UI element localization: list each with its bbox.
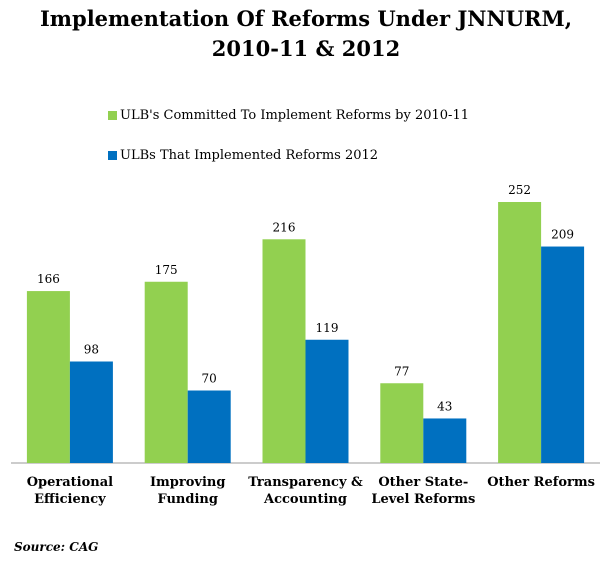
data-label-implemented-3: 43 [437, 399, 452, 413]
category-label-0-line-0: Operational [27, 475, 113, 490]
category-label-0-line-1: Efficiency [34, 492, 106, 507]
bar-implemented-0 [69, 361, 113, 463]
legend-swatch-committed [108, 111, 117, 120]
bar-committed-2 [262, 239, 306, 463]
bar-implemented-1 [187, 390, 231, 463]
bar-committed-3 [380, 383, 424, 463]
legend-label-implemented: ULBs That Implemented Reforms 2012 [120, 148, 379, 163]
category-label-3-line-1: Level Reforms [371, 492, 475, 507]
category-label-1-line-1: Funding [157, 492, 217, 507]
source-note: Source: CAG [14, 540, 99, 554]
chart-title-line-1: Implementation Of Reforms Under JNNURM, [39, 6, 573, 31]
bar-committed-1 [144, 281, 188, 463]
bar-committed-4 [498, 202, 542, 463]
legend-item-implemented: ULBs That Implemented Reforms 2012 [108, 148, 378, 163]
chart-title: Implementation Of Reforms Under JNNURM, … [0, 4, 612, 64]
category-label-4-line-0: Other Reforms [487, 475, 595, 490]
bar-committed-0 [26, 291, 70, 463]
data-label-committed-4: 252 [508, 183, 531, 197]
category-label-2-line-1: Accounting [263, 492, 347, 507]
chart-title-line-2: 2010-11 & 2012 [211, 36, 401, 61]
category-label-2-line-0: Transparency & [248, 475, 363, 490]
data-label-committed-3: 77 [394, 364, 409, 378]
data-label-committed-1: 175 [155, 263, 178, 277]
legend-swatch-implemented [108, 151, 117, 160]
legend-label-committed: ULB's Committed To Implement Reforms by … [120, 108, 469, 123]
data-label-implemented-0: 98 [84, 343, 99, 357]
data-label-implemented-1: 70 [202, 372, 217, 386]
data-label-implemented-2: 119 [316, 321, 339, 335]
data-label-committed-2: 216 [273, 220, 296, 234]
data-label-committed-0: 166 [37, 272, 60, 286]
bar-chart: 166 98 Operational Efficiency 175 70 Improving… [11, 183, 600, 507]
bar-implemented-4 [541, 246, 585, 463]
bar-implemented-2 [305, 339, 349, 463]
category-label-1-line-0: Improving [150, 475, 225, 490]
legend-item-committed: ULB's Committed To Implement Reforms by … [108, 108, 469, 123]
data-label-implemented-4: 209 [551, 228, 574, 242]
bar-implemented-3 [423, 418, 467, 463]
category-label-3-line-0: Other State- [378, 475, 468, 490]
